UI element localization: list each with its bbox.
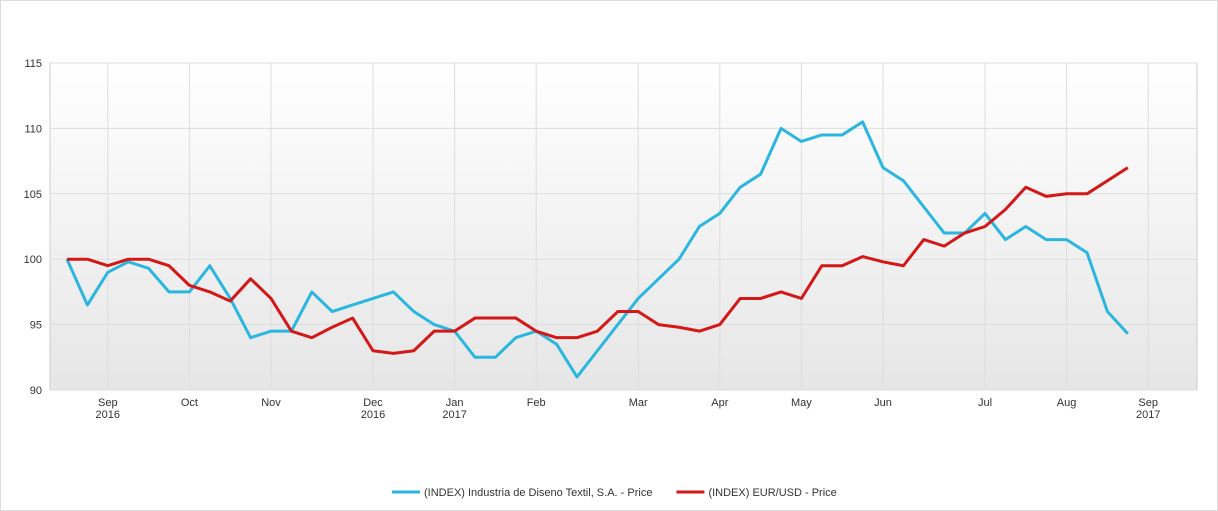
x-tick-label: Feb: [527, 397, 546, 409]
x-tick-label: May: [791, 397, 812, 409]
line-series: [65, 120, 1129, 379]
y-tick-label: 110: [24, 123, 42, 135]
y-tick-label: 90: [30, 385, 42, 397]
line-series: [67, 166, 1129, 355]
x-tick-label: Oct: [181, 397, 198, 409]
plot-area: [49, 62, 1198, 391]
x-tick-label: Jan 2017: [442, 397, 466, 421]
y-tick-label: 105: [24, 189, 42, 201]
x-tick-label: Jul: [978, 397, 992, 409]
y-tick-label: 95: [30, 320, 42, 332]
legend-label: (INDEX) Industria de Diseno Textil, S.A.…: [424, 487, 652, 499]
x-tick-label: Jun: [874, 397, 892, 409]
y-tick-label: 100: [24, 254, 42, 266]
x-tick-label: Aug: [1057, 397, 1077, 409]
x-tick-label: Mar: [629, 397, 648, 409]
x-tick-label: Sep 2017: [1136, 397, 1160, 421]
y-tick-label: 115: [24, 58, 42, 70]
x-tick-label: Sep 2016: [96, 397, 120, 421]
legend-label: (INDEX) EUR/USD - Price: [708, 487, 836, 499]
x-tick-label: Apr: [711, 397, 728, 409]
x-tick-label: Nov: [261, 397, 281, 409]
x-tick-label: Dec 2016: [361, 397, 385, 421]
